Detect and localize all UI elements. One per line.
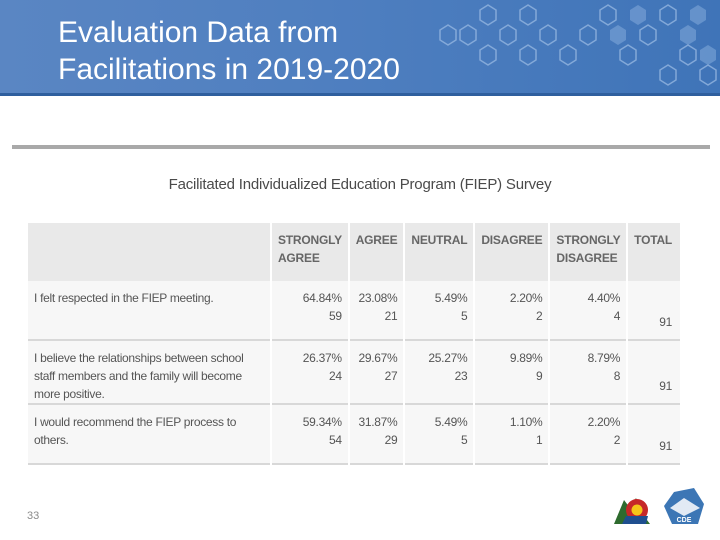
percent-value: 59.34% [302,415,342,429]
percent-value: 25.27% [428,351,468,365]
response-cell: 23.08% 21 [349,281,404,341]
percent-value: 26.37% [302,351,342,365]
count-value: 27 [384,369,398,383]
count-value: 23 [454,369,468,383]
percent-value: 5.49% [434,415,468,429]
response-cell: 31.87% 29 [349,405,404,465]
percent-value: 5.49% [434,291,468,305]
response-cell: 2.20% 2 [475,281,549,341]
svg-text:CDE: CDE [677,517,692,524]
column-header: NEUTRAL [405,223,474,281]
cde-logo-icon: CDE [664,488,704,524]
percent-value: 29.67% [358,351,398,365]
count-value: 24 [328,369,342,383]
total-cell: 91 [628,281,680,341]
question-cell: I would recommend the FIEP process to ot… [28,405,270,465]
count-value: 4 [613,309,621,323]
response-cell: 9.89% 9 [475,341,549,405]
table-header-row: STRONGLY AGREE AGREE NEUTRAL DISAGREE ST… [28,223,680,281]
count-value: 29 [384,433,398,447]
table-row: I felt respected in the FIEP meeting. 64… [28,281,680,341]
count-value: 21 [384,309,398,323]
survey-table: STRONGLY AGREE AGREE NEUTRAL DISAGREE ST… [26,223,682,465]
question-cell: I believe the relationships between scho… [28,341,270,405]
response-cell: 4.40% 4 [550,281,627,341]
response-cell: 29.67% 27 [349,341,404,405]
count-value: 8 [613,369,621,383]
count-value: 2 [536,309,543,323]
logos: CDE [614,488,704,524]
percent-value: 4.40% [587,291,621,305]
total-cell: 91 [628,341,680,405]
count-value: 5 [460,309,468,323]
column-header: STRONGLY DISAGREE [550,223,627,281]
percent-value: 64.84% [302,291,342,305]
slide-header: Evaluation Data from Facilitations in 20… [0,0,720,93]
table-row: I would recommend the FIEP process to ot… [28,405,680,465]
response-cell: 59.34% 54 [271,405,348,465]
column-header: AGREE [349,223,404,281]
column-header: TOTAL [628,223,680,281]
response-cell: 8.79% 8 [550,341,627,405]
response-cell: 2.20% 2 [550,405,627,465]
percent-value: 2.20% [509,291,543,305]
count-value: 1 [536,433,543,447]
response-cell: 25.27% 23 [405,341,474,405]
count-value: 54 [328,433,342,447]
slide-title: Evaluation Data from Facilitations in 20… [58,16,400,86]
column-header: DISAGREE [475,223,549,281]
count-value: 9 [536,369,543,383]
percent-value: 1.10% [509,415,543,429]
total-cell: 91 [628,405,680,465]
count-value: 59 [328,309,342,323]
response-cell: 1.10% 1 [475,405,549,465]
count-value: 5 [460,433,468,447]
percent-value: 23.08% [358,291,398,305]
percent-value: 31.87% [358,415,398,429]
slide-number: 33 [27,510,40,522]
column-header [28,223,270,281]
column-header: STRONGLY AGREE [271,223,348,281]
response-cell: 5.49% 5 [405,405,474,465]
survey-title: Facilitated Individualized Education Pro… [168,176,552,193]
header-underline [0,93,720,96]
question-cell: I felt respected in the FIEP meeting. [28,281,270,341]
percent-value: 9.89% [509,351,543,365]
table-row: I believe the relationships between scho… [28,341,680,405]
hexagon-pattern-icon [439,4,717,86]
count-value: 2 [613,433,621,447]
response-cell: 26.37% 24 [271,341,348,405]
response-cell: 64.84% 59 [271,281,348,341]
percent-value: 8.79% [587,351,621,365]
colorado-logo-icon [614,498,650,524]
percent-value: 2.20% [587,415,621,429]
divider [12,145,710,149]
response-cell: 5.49% 5 [405,281,474,341]
